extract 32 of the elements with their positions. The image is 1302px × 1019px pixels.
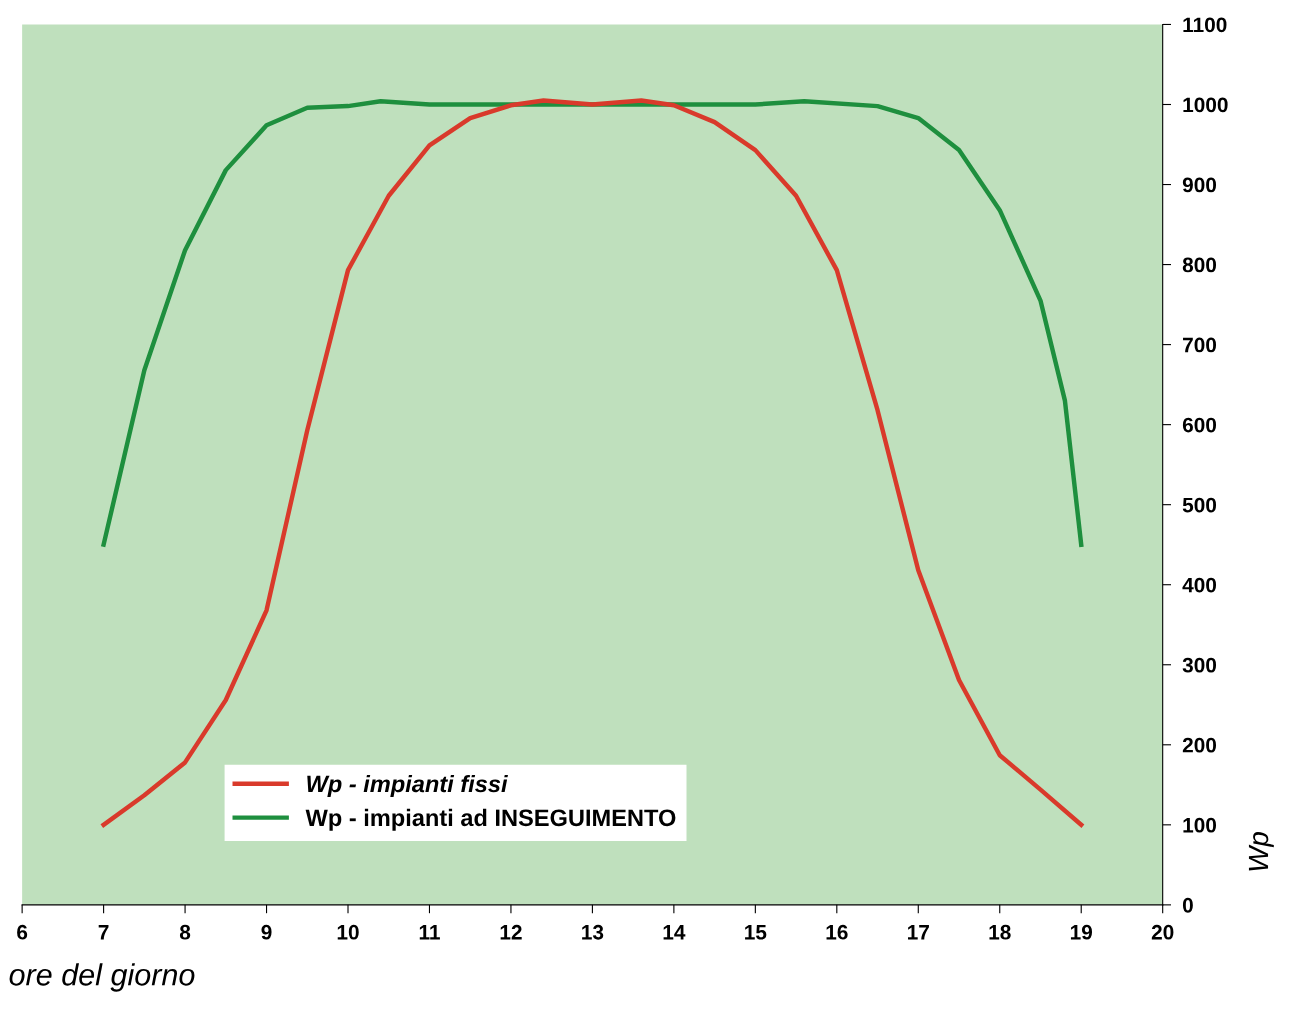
y-tick-label: 400 <box>1182 577 1217 593</box>
x-tick-label: 16 <box>826 924 848 940</box>
x-axis-title: ore del giorno <box>9 963 195 992</box>
y-tick-label: 800 <box>1182 257 1217 273</box>
y-tick-label: 500 <box>1182 497 1217 513</box>
y-tick-label: 1000 <box>1183 97 1228 113</box>
legend-label: Wp - impianti ad INSEGUIMENTO <box>305 808 676 831</box>
y-tick-label: 200 <box>1182 737 1217 753</box>
x-tick-label: 15 <box>745 925 767 940</box>
x-tick-label: 20 <box>1151 924 1174 940</box>
x-tick-label: 14 <box>663 925 686 940</box>
x-tick-label: 10 <box>337 924 359 940</box>
y-tick-label: 0 <box>1182 897 1193 913</box>
x-tick-label: 8 <box>179 924 191 940</box>
line-series <box>101 99 1084 547</box>
y-tick-label: 300 <box>1182 657 1217 673</box>
x-tick-label: 7 <box>98 925 109 940</box>
x-tick-label: 13 <box>582 924 604 940</box>
x-tick-label: 9 <box>261 924 272 940</box>
x-tick-label: 6 <box>17 924 28 940</box>
y-tick-label: 1100 <box>1183 17 1227 33</box>
y-tick-label: 900 <box>1182 177 1217 193</box>
y-axis-title: Wp <box>1248 832 1274 871</box>
x-tick-label: 19 <box>1070 924 1093 940</box>
y-tick-label: 700 <box>1183 337 1217 353</box>
x-tick-label: 17 <box>908 925 929 940</box>
x-tick-label: 18 <box>989 924 1011 940</box>
legend-label: Wp - impianti fissi <box>307 774 508 797</box>
x-tick-label: 11 <box>419 925 440 940</box>
y-tick-label: 100 <box>1183 817 1217 833</box>
x-tick-label: 12 <box>500 924 522 940</box>
y-tick-label: 600 <box>1182 417 1217 433</box>
